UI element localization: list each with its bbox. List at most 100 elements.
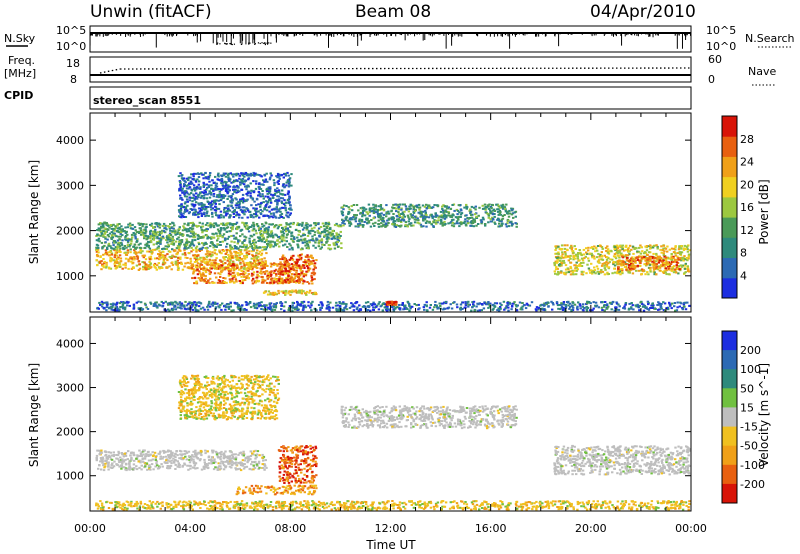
echo-cell — [345, 303, 348, 306]
echo-cell — [255, 182, 258, 185]
echo-cell — [239, 198, 242, 201]
echo-cell — [227, 268, 230, 271]
echo-cell — [240, 257, 244, 260]
echo-cell — [190, 268, 194, 271]
echo-cell — [451, 214, 454, 217]
echo-cell — [250, 257, 253, 260]
echo-cell — [668, 257, 672, 260]
echo-cell — [496, 210, 500, 213]
echo-cell — [214, 262, 217, 265]
echo-cell — [239, 262, 242, 265]
echo-cell — [269, 281, 272, 284]
echo-cell — [201, 267, 205, 270]
echo-cell — [395, 218, 399, 221]
echo-cell — [99, 222, 102, 225]
echo-cell — [181, 198, 184, 201]
echo-cell — [225, 181, 228, 184]
echo-cell — [243, 206, 246, 209]
echo-cell — [450, 216, 454, 219]
echo-cell — [655, 273, 658, 276]
echo-cell — [258, 301, 261, 304]
echo-cell — [277, 210, 280, 213]
echo-cell — [677, 258, 681, 261]
echo-cell — [194, 239, 197, 242]
echo-cell — [570, 248, 573, 251]
echo-cell — [208, 196, 212, 199]
echo-cell — [444, 205, 447, 208]
echo-cell — [206, 261, 209, 264]
echo-cell — [275, 191, 278, 194]
echo-cell — [96, 264, 99, 267]
echo-cell — [226, 192, 229, 195]
echo-cell — [149, 229, 152, 232]
echo-cell — [430, 215, 434, 218]
echo-cell — [134, 246, 137, 249]
echo-cell — [229, 270, 232, 273]
echo-cell — [656, 247, 659, 250]
echo-cell — [385, 204, 388, 207]
echo-cell — [656, 267, 660, 270]
echo-cell — [564, 255, 567, 258]
echo-cell — [576, 265, 579, 267]
echo-cell — [268, 190, 271, 193]
echo-cell — [105, 265, 108, 268]
echo-cell — [227, 274, 231, 277]
echo-cell — [676, 258, 679, 261]
echo-cell — [229, 305, 232, 308]
echo-cell — [170, 268, 173, 271]
echo-cell — [267, 216, 271, 219]
echo-cell — [286, 233, 289, 236]
echo-cell — [294, 289, 297, 292]
echo-cell — [227, 272, 231, 275]
echo-cell — [284, 204, 287, 207]
echo-cell — [124, 231, 127, 234]
echo-cell — [632, 268, 635, 271]
echo-cell — [249, 174, 252, 177]
echo-cell — [200, 172, 203, 175]
echo-cell — [488, 203, 491, 206]
echo-cell — [472, 218, 475, 221]
echo-cell — [342, 204, 346, 207]
echo-cell — [621, 255, 624, 258]
echo-cell — [183, 192, 186, 194]
echo-cell — [153, 234, 156, 237]
echo-cell — [190, 230, 193, 233]
echo-cell — [613, 267, 616, 270]
echo-cell — [176, 263, 179, 266]
echo-cell — [265, 270, 269, 273]
echo-cell — [258, 236, 262, 239]
echo-cell — [173, 231, 177, 234]
echo-cell — [637, 269, 641, 272]
echo-cell — [552, 303, 555, 306]
echo-cell — [211, 211, 214, 214]
echo-cell — [582, 270, 585, 273]
echo-cell — [599, 245, 602, 248]
echo-cell — [506, 304, 510, 307]
echo-cell — [275, 278, 278, 281]
echo-cell — [184, 201, 187, 204]
echo-cell — [477, 223, 480, 225]
echo-cell — [178, 189, 181, 192]
freq-tick-bottom: 8 — [70, 73, 77, 86]
echo-cell — [614, 255, 617, 258]
echo-cell — [336, 235, 339, 238]
echo-cell — [293, 237, 296, 240]
echo-cell — [232, 223, 236, 225]
echo-cell — [291, 248, 294, 251]
echo-cell — [242, 180, 245, 183]
echo-cell — [401, 304, 404, 306]
echo-cell — [215, 257, 218, 260]
echo-cell — [484, 224, 487, 227]
echo-cell — [271, 240, 274, 243]
echo-cell — [220, 271, 223, 274]
echo-cell — [147, 246, 150, 249]
echo-cell — [204, 277, 207, 280]
echo-cell — [178, 226, 181, 229]
echo-cell — [245, 276, 248, 279]
echo-cell — [477, 214, 480, 217]
echo-cell — [554, 249, 557, 251]
echo-cell — [102, 253, 105, 256]
echo-cell — [330, 237, 334, 240]
echo-cell — [238, 213, 241, 216]
echo-cell — [604, 263, 607, 266]
